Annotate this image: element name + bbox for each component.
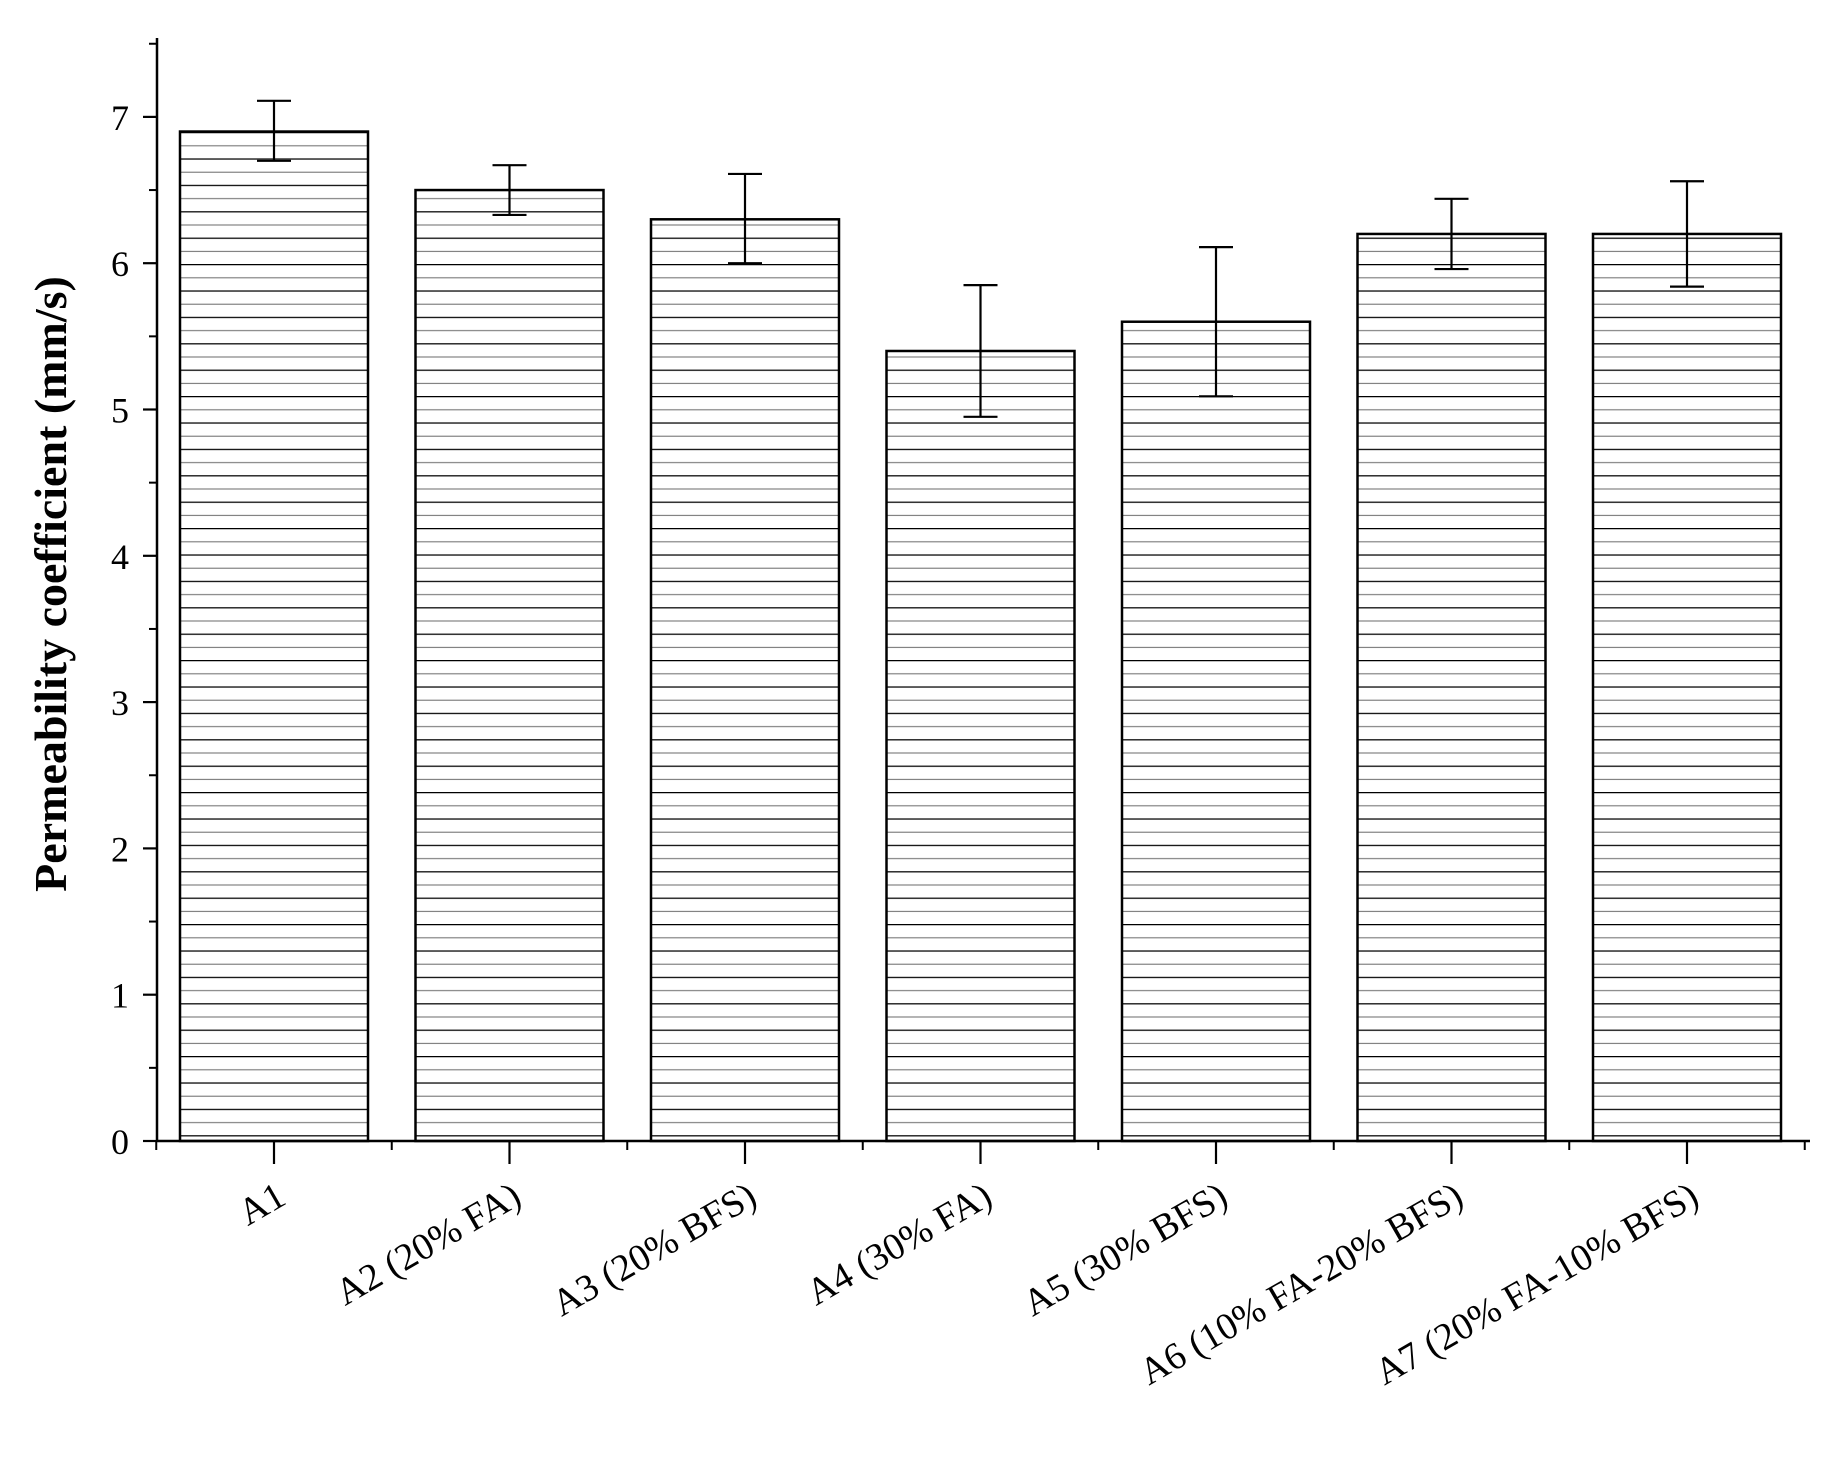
y-tick-label: 2	[111, 829, 129, 869]
bar	[885, 349, 1076, 1143]
y-tick-label: 3	[111, 683, 129, 723]
bar	[649, 218, 841, 1143]
y-tick-label: 4	[111, 537, 129, 577]
x-category-label: A3 (20% BFS)	[545, 1174, 763, 1324]
axes-group	[143, 38, 1810, 1164]
y-tick-label: 7	[111, 98, 129, 138]
x-category-label: A5 (30% BFS)	[1016, 1174, 1234, 1324]
bar	[1120, 320, 1312, 1143]
bar	[178, 130, 370, 1143]
bar	[1356, 232, 1547, 1143]
y-tick-label: 0	[111, 1122, 129, 1162]
y-axis-title: Permeability coefficient (mm/s)	[25, 276, 76, 892]
y-tick-label: 1	[111, 976, 129, 1016]
x-category-label: A1	[231, 1174, 292, 1234]
bars-group	[178, 130, 1783, 1143]
bar	[414, 188, 605, 1143]
x-category-label: A2 (20% FA)	[328, 1174, 528, 1313]
y-tick-label: 6	[111, 244, 129, 284]
error-bars-group	[257, 99, 1704, 418]
y-tick-label: 5	[111, 391, 129, 431]
bar	[1591, 232, 1783, 1143]
x-category-label: A4 (30% FA)	[799, 1174, 999, 1313]
